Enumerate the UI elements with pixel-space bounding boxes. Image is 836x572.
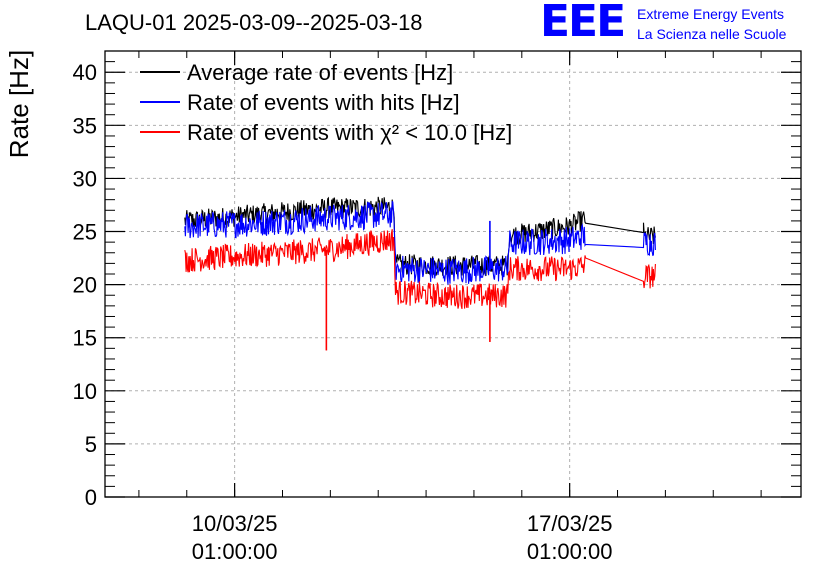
x-tick-label-date: 10/03/25 bbox=[192, 511, 278, 536]
logo-line-1: Extreme Energy Events bbox=[637, 6, 785, 22]
legend: Average rate of events [Hz] Rate of event… bbox=[140, 60, 512, 145]
chart-title: LAQU-01 2025-03-09--2025-03-18 bbox=[85, 10, 423, 35]
x-tick-label-time: 01:00:00 bbox=[192, 539, 278, 564]
axes: 0 5 10 15 20 25 30 35 40 10/03/25 01:00:00 17/03/25… bbox=[73, 50, 802, 564]
logo-line-2: La Scienza nelle Scuole bbox=[637, 26, 787, 42]
series-line-2 bbox=[184, 229, 656, 309]
y-tick-label: 5 bbox=[85, 432, 97, 457]
y-tick-label: 30 bbox=[73, 166, 97, 191]
y-tick-label: 10 bbox=[73, 379, 97, 404]
y-tick-label: 25 bbox=[73, 220, 97, 245]
y-tick-label: 20 bbox=[73, 273, 97, 298]
series-line-1 bbox=[184, 200, 656, 285]
legend-label-2: Rate of events with χ² < 10.0 [Hz] bbox=[187, 120, 512, 145]
logo-text: Extreme Energy Events La Scienza nelle S… bbox=[637, 4, 786, 44]
series-layer bbox=[184, 196, 656, 351]
x-tick-label-time: 01:00:00 bbox=[527, 539, 613, 564]
y-axis-label: Rate [Hz] bbox=[4, 50, 34, 158]
y-tick-label: 40 bbox=[73, 60, 97, 85]
y-tick-label: 15 bbox=[73, 326, 97, 351]
y-tick-label: 35 bbox=[73, 113, 97, 138]
legend-label-1: Rate of events with hits [Hz] bbox=[187, 90, 460, 115]
legend-label-0: Average rate of events [Hz] bbox=[187, 60, 453, 85]
eee-logo: EEE bbox=[540, 0, 626, 47]
y-tick-label: 0 bbox=[85, 485, 97, 510]
x-tick-label-date: 17/03/25 bbox=[527, 511, 613, 536]
